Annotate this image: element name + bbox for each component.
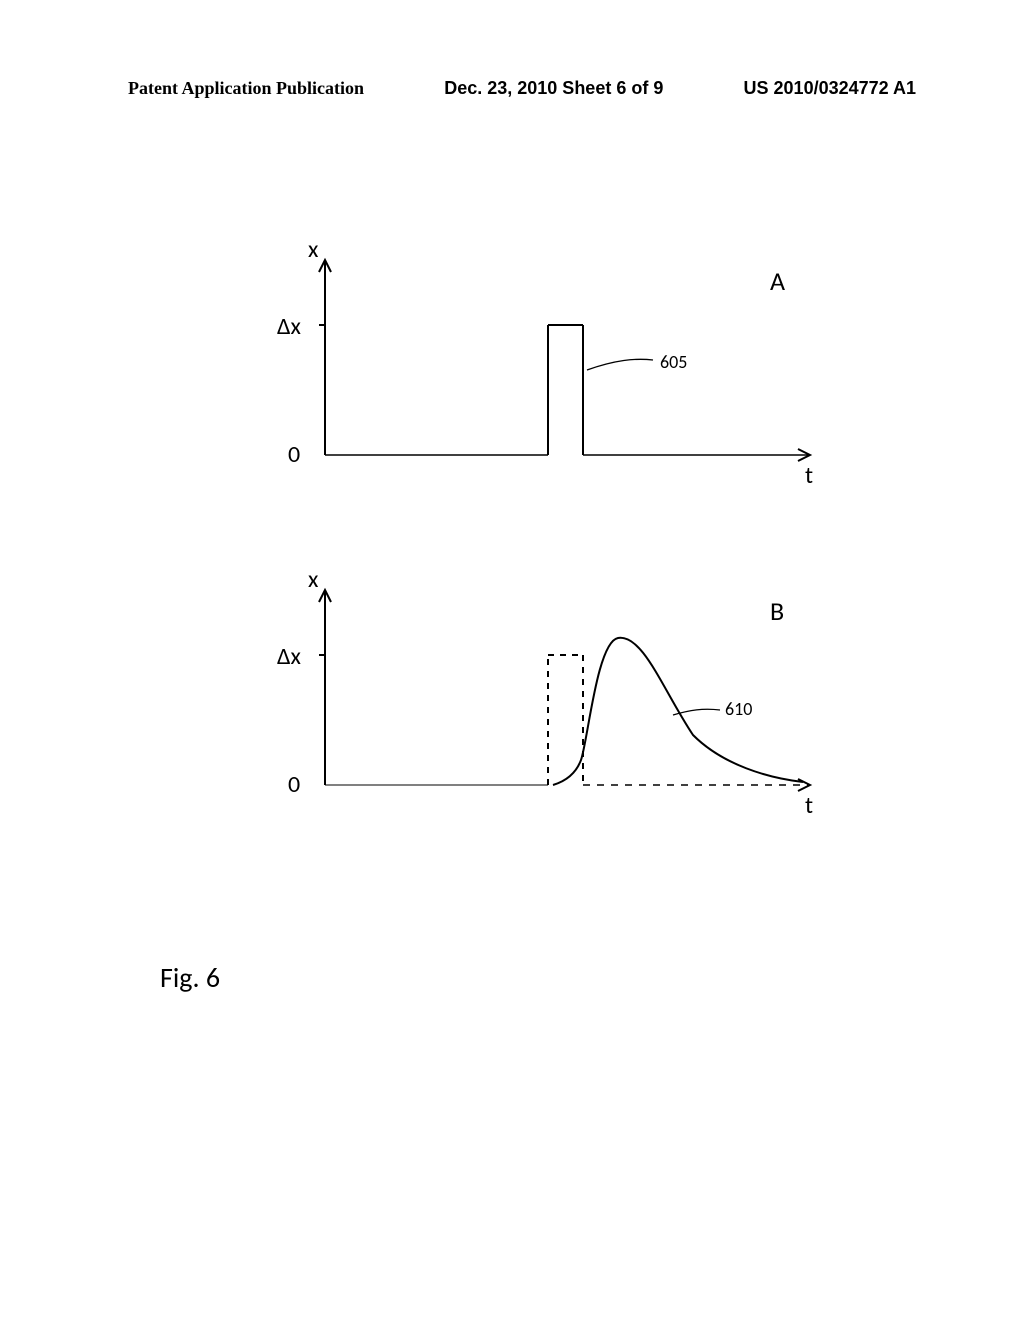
header-doc-number: US 2010/0324772 A1 (744, 78, 916, 99)
chart-a-dx-label: Δx (277, 312, 301, 341)
figure-caption: Fig. 6 (160, 960, 220, 995)
chart-a-svg (295, 235, 835, 495)
chart-a-zero-label: 0 (288, 440, 300, 469)
header-date-sheet: Dec. 23, 2010 Sheet 6 of 9 (444, 78, 663, 99)
chart-a-panel-label: A (770, 265, 785, 297)
chart-panel-a: x Δx 0 t A 605 (295, 235, 835, 495)
chart-b-y-axis-label: x (308, 565, 318, 594)
chart-b-panel-label: B (770, 595, 784, 627)
chart-a-y-axis-label: x (308, 235, 318, 264)
chart-b-ref-number: 610 (725, 698, 752, 720)
chart-b-x-axis-label: t (805, 791, 813, 820)
chart-panel-b: x Δx 0 t B 610 (295, 565, 835, 825)
header-publication: Patent Application Publication (128, 78, 364, 99)
page-header: Patent Application Publication Dec. 23, … (0, 0, 1024, 99)
chart-b-zero-label: 0 (288, 770, 300, 799)
chart-b-svg (295, 565, 835, 825)
chart-a-x-axis-label: t (805, 461, 813, 490)
chart-b-dx-label: Δx (277, 642, 301, 671)
chart-a-ref-number: 605 (660, 351, 687, 373)
